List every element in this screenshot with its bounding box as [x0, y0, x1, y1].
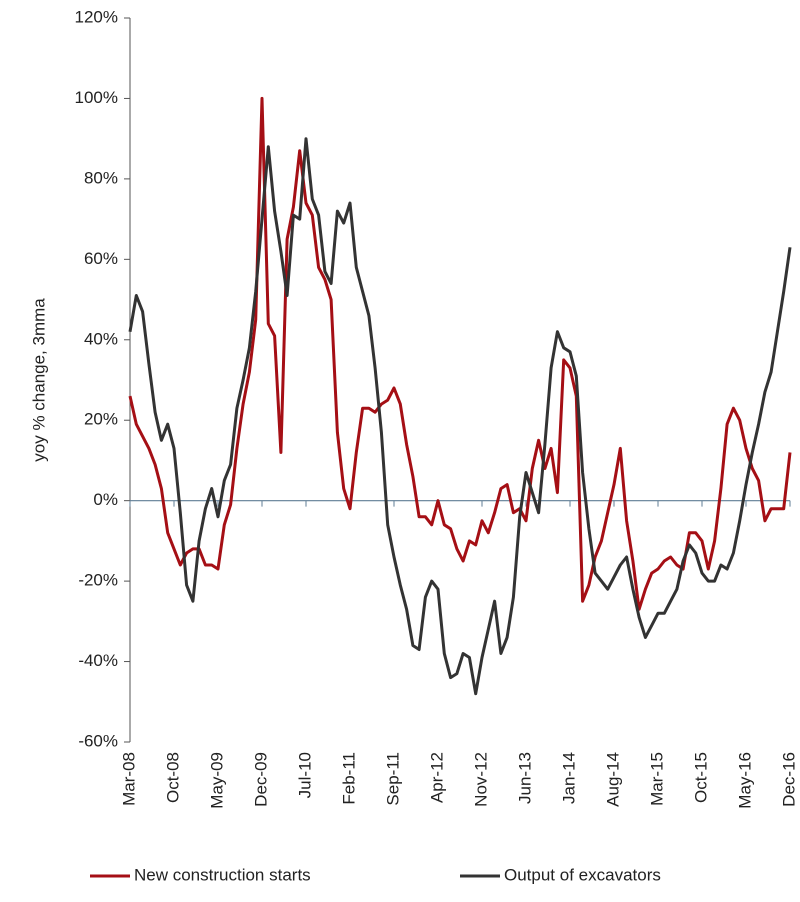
x-tick-label: Mar-15 — [647, 752, 666, 806]
y-tick-label: -60% — [78, 731, 118, 750]
y-tick-label: -40% — [78, 651, 118, 670]
x-tick-label: Dec-09 — [251, 752, 270, 807]
x-tick-label: Jan-14 — [559, 752, 578, 804]
x-tick-label: Jul-10 — [295, 752, 314, 798]
x-tick-label: Jun-13 — [515, 752, 534, 804]
x-tick-label: Oct-08 — [163, 752, 182, 803]
x-tick-label: Dec-16 — [779, 752, 798, 807]
y-tick-label: 20% — [84, 410, 118, 429]
x-tick-label: Nov-12 — [471, 752, 490, 807]
x-tick-label: May-16 — [735, 752, 754, 809]
y-tick-label: 60% — [84, 249, 118, 268]
x-tick-label: Aug-14 — [603, 752, 622, 807]
y-tick-label: 80% — [84, 168, 118, 187]
x-tick-label: Apr-12 — [427, 752, 446, 803]
y-tick-label: 100% — [75, 88, 118, 107]
x-tick-label: Mar-08 — [119, 752, 138, 806]
series-line — [128, 137, 792, 696]
x-tick-label: May-09 — [207, 752, 226, 809]
y-tick-label: -20% — [78, 571, 118, 590]
y-tick-label: 0% — [93, 490, 118, 509]
x-tick-label: Feb-11 — [339, 752, 358, 805]
legend-label: New construction starts — [134, 865, 311, 884]
x-tick-label: Oct-15 — [691, 752, 710, 803]
x-tick-label: Sep-11 — [383, 752, 402, 806]
series-line — [128, 96, 792, 611]
y-tick-label: 120% — [75, 7, 118, 26]
y-axis-label: yoy % change, 3mma — [29, 298, 48, 462]
legend-label: Output of excavators — [504, 865, 661, 884]
y-tick-label: 40% — [84, 329, 118, 348]
